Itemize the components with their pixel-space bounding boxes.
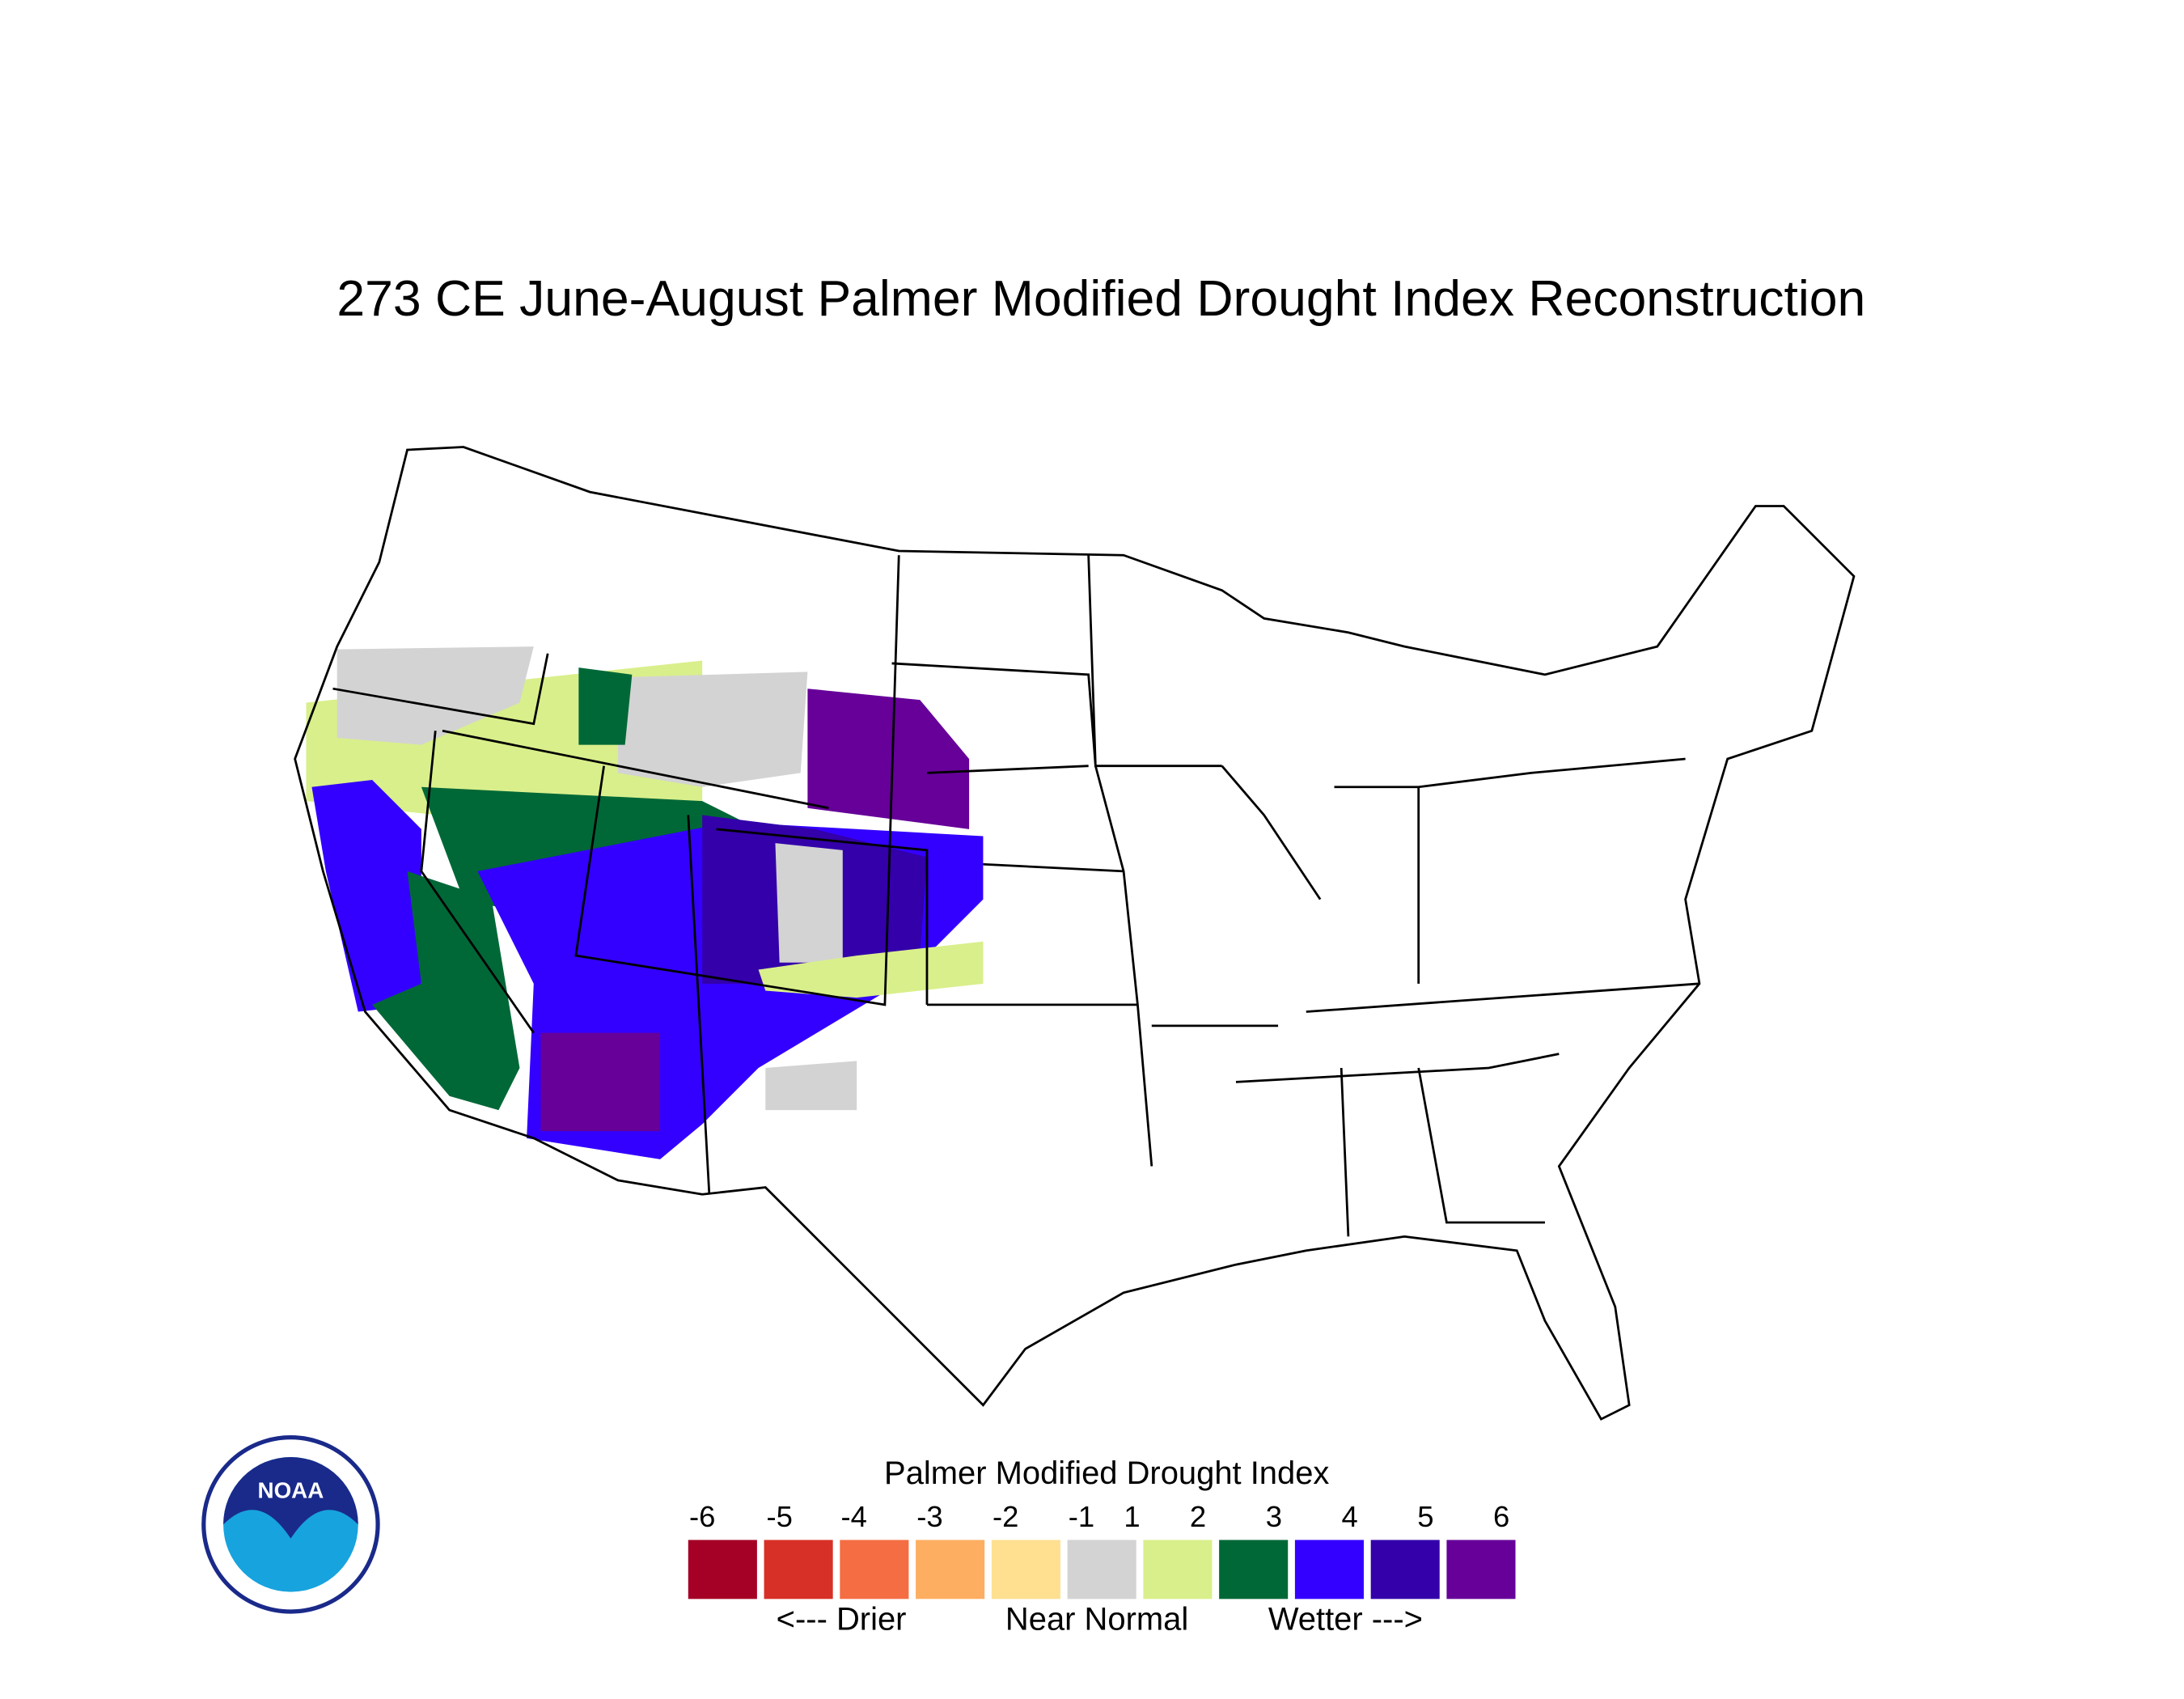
legend-swatch xyxy=(688,1540,757,1599)
legend-swatch xyxy=(1219,1540,1289,1599)
legend-tick-label: -2 xyxy=(993,1500,1018,1533)
legend-tick-label: 6 xyxy=(1493,1500,1509,1533)
legend-swatch xyxy=(991,1540,1060,1599)
legend-label: <--- Drier xyxy=(777,1602,907,1638)
legend-swatch xyxy=(1446,1540,1516,1599)
legend-swatch xyxy=(1370,1540,1440,1599)
legend-tick-label: -3 xyxy=(916,1500,942,1533)
legend-tick-label: -4 xyxy=(840,1500,866,1533)
legend-swatch xyxy=(916,1540,985,1599)
legend-tick-label: -1 xyxy=(1069,1500,1094,1533)
legend-tick-label: 3 xyxy=(1266,1500,1282,1533)
title: 273 CE June-August Palmer Modified Droug… xyxy=(336,270,1865,327)
legend-swatch xyxy=(1143,1540,1213,1599)
region xyxy=(775,843,843,963)
legend-label: Wetter ---> xyxy=(1268,1602,1423,1638)
region xyxy=(311,780,421,1012)
legend-tick-label: -6 xyxy=(689,1500,715,1533)
legend-swatch xyxy=(840,1540,909,1599)
us-outline xyxy=(294,446,1856,1421)
legend-tick-label: 5 xyxy=(1417,1500,1433,1533)
legend-swatch xyxy=(1294,1540,1364,1599)
region xyxy=(765,1061,857,1111)
legend-tick-label: 1 xyxy=(1124,1500,1140,1533)
legend-label: Near Normal xyxy=(1005,1602,1188,1638)
legend-swatch xyxy=(1067,1540,1136,1599)
region xyxy=(336,646,534,745)
logo-top xyxy=(223,1456,358,1539)
region xyxy=(372,871,520,1111)
legend-title: Palmer Modified Drought Index xyxy=(884,1455,1329,1491)
logo-text: NOAA xyxy=(258,1478,324,1503)
legend-tick-label: -5 xyxy=(766,1500,792,1533)
region xyxy=(540,1032,661,1132)
legend-tick-label: 4 xyxy=(1341,1500,1357,1533)
region xyxy=(617,672,808,787)
state-borders xyxy=(332,555,1700,1237)
region xyxy=(807,688,970,829)
legend-swatch xyxy=(764,1540,833,1599)
drought-map xyxy=(294,446,1856,1421)
region xyxy=(578,667,633,745)
legend-tick-label: 2 xyxy=(1190,1500,1206,1533)
noaa-logo: NOAA xyxy=(201,1435,380,1614)
legend: Palmer Modified Drought Index -6 -5 -4 -3 -2… xyxy=(688,1455,1516,1638)
